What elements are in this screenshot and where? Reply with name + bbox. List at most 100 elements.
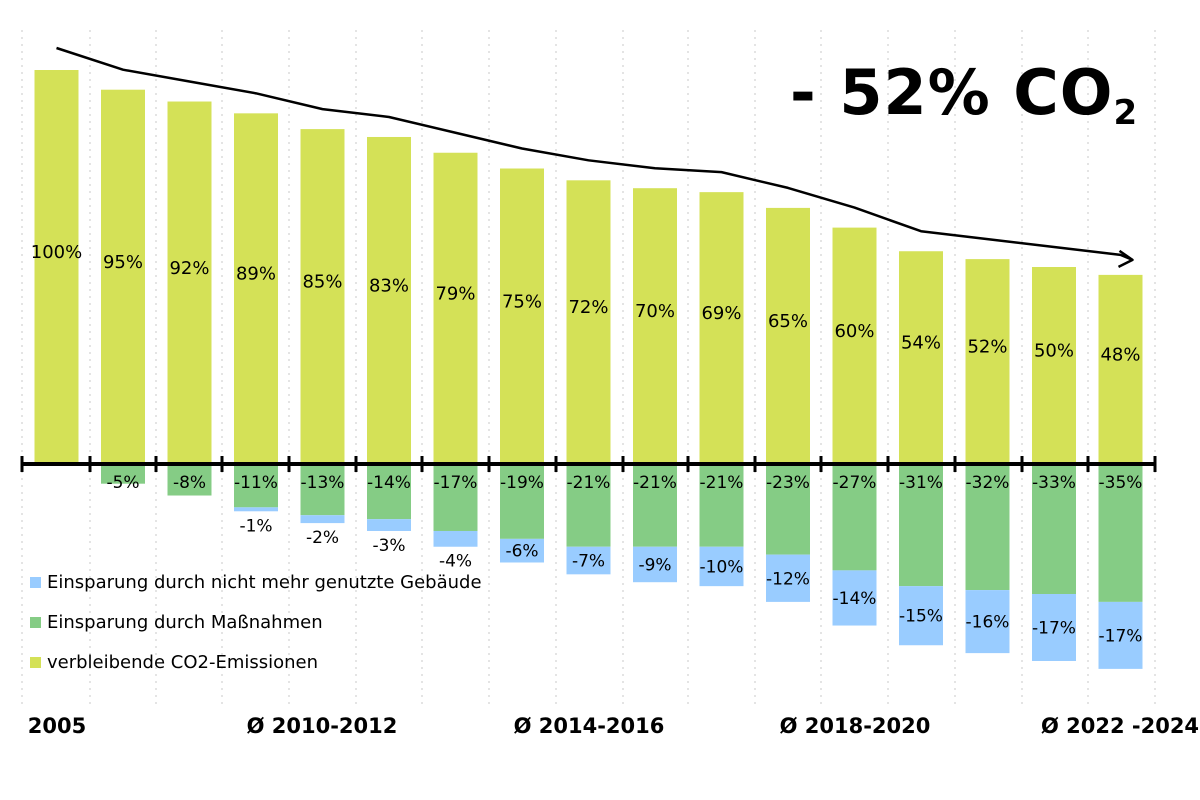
legend: Einsparung durch nicht mehr genutzte Geb… [30,572,482,692]
bar-remaining [832,227,877,464]
bar-remaining [34,70,79,464]
bar-remaining [965,259,1010,464]
label-remaining: 72% [568,297,608,318]
label-measures: -19% [500,473,544,493]
label-measures: -17% [434,473,478,493]
label-remaining: 48% [1100,344,1140,365]
label-unused-buildings: -17% [1099,626,1143,646]
legend-swatch-measures [30,616,41,628]
bar-unused-buildings [699,546,744,587]
legend-label-remaining: verbleibende CO2-Emissionen [47,651,319,673]
bar-remaining [167,101,212,465]
label-remaining: 85% [302,272,342,293]
label-remaining: 65% [768,311,808,332]
trend-arrowhead [1117,249,1134,268]
label-measures: -21% [633,473,677,493]
label-measures: -31% [899,473,943,493]
label-remaining: 75% [502,291,542,312]
label-remaining: 60% [834,321,874,342]
label-unused-buildings: -17% [1032,619,1076,639]
bar-measures [234,464,278,508]
bar-unused-buildings [433,530,478,547]
bar-unused-buildings [367,519,411,531]
label-measures: -21% [700,473,744,493]
label-remaining: 100% [31,242,82,263]
label-unused-buildings: -12% [766,569,810,589]
bar-measures [101,464,145,484]
bar-measures [433,464,478,531]
bar-measures [167,464,212,496]
label-measures: -27% [833,473,877,493]
bar-unused-buildings [633,546,677,583]
x-axis-label: Ø 2018-2020 [780,714,931,738]
bar-remaining [101,89,145,464]
label-remaining: 50% [1034,341,1074,362]
bar-remaining [234,113,278,464]
bar-remaining [300,129,345,464]
bar-unused-buildings [832,570,877,626]
label-measures: -35% [1099,473,1143,493]
bar-remaining [500,168,544,464]
label-remaining: 89% [236,264,276,285]
bar-unused-buildings [1098,601,1143,669]
legend-item-remaining: verbleibende CO2-Emissionen [30,651,482,673]
bar-remaining [566,180,611,464]
label-remaining: 54% [901,333,941,354]
bar-unused-buildings [766,554,810,602]
trend-line [56,46,1133,262]
bar-remaining [633,188,677,464]
bar-measures [1098,464,1143,602]
legend-item-measures: Einsparung durch Maßnahmen [30,612,482,633]
bar-remaining [699,192,744,464]
bar-measures [367,464,411,520]
x-axis-label: Ø 2014-2016 [514,714,665,738]
label-measures: -8% [173,473,206,493]
bar-unused-buildings [300,515,345,524]
bar-remaining [367,136,411,465]
bar-measures [500,464,544,539]
bar-unused-buildings [234,507,278,512]
bar-remaining [899,251,943,464]
bar-measures [300,464,345,516]
label-remaining: 52% [967,337,1007,358]
label-unused-buildings: -4% [439,552,472,572]
x-axis-label: 2005 [28,714,86,738]
bar-unused-buildings [1032,594,1076,661]
bar-measures [899,464,943,587]
bar-measures [633,464,677,547]
reduction-headline: - 52% CO2 [790,56,1138,133]
label-unused-buildings: -7% [572,552,605,572]
bar-unused-buildings [965,590,1010,654]
label-measures: -11% [234,473,278,493]
label-unused-buildings: -10% [700,557,744,577]
label-unused-buildings: -15% [899,607,943,627]
label-unused-buildings: -9% [638,555,671,575]
label-measures: -13% [301,473,345,493]
label-remaining: 95% [103,252,143,273]
bar-remaining [766,207,810,464]
label-measures: -33% [1032,473,1076,493]
bar-remaining [1032,267,1076,464]
bar-unused-buildings [500,538,544,563]
reduction-headline-text: - 52% CO [790,56,1114,129]
label-unused-buildings: -2% [306,528,339,548]
x-axis-label: Ø 2010-2012 [247,714,398,738]
label-remaining: 69% [701,303,741,324]
label-measures: -14% [367,473,411,493]
label-remaining: 79% [435,283,475,304]
bar-remaining [1098,274,1143,464]
bar-unused-buildings [899,586,943,646]
bar-measures [832,464,877,571]
label-measures: -5% [106,473,139,493]
bar-measures [965,464,1010,591]
label-unused-buildings: -6% [505,542,538,562]
bar-measures [1032,464,1076,595]
label-unused-buildings: -16% [966,613,1010,633]
x-axis-label: Ø 2022 -2024 [1041,714,1199,738]
label-unused-buildings: -3% [372,536,405,556]
label-remaining: 70% [635,301,675,322]
label-measures: -23% [766,473,810,493]
bar-measures [766,464,810,555]
label-measures: -32% [966,473,1010,493]
